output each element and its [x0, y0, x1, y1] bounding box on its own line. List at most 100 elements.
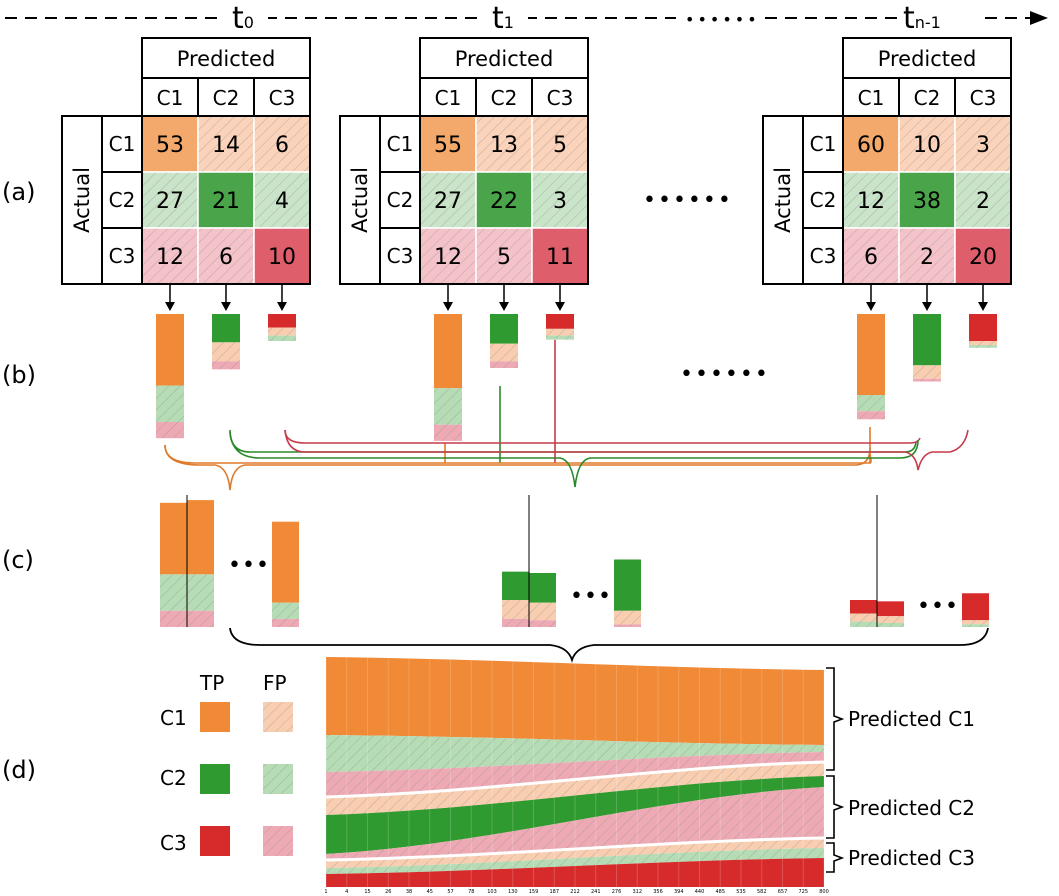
matrix-cell-value: 22	[490, 189, 518, 214]
matrix-cell-value: 12	[434, 245, 462, 270]
grouped-prediction-bars	[160, 495, 989, 627]
actual-class-label: C2	[810, 188, 837, 212]
group-label-predicted-c3: Predicted C3	[848, 846, 975, 870]
bar-segment-tp	[969, 314, 997, 341]
stream-x-tick: 241	[591, 889, 601, 895]
bar-segment-tp	[268, 314, 296, 328]
stream-x-tick: 130	[508, 889, 518, 895]
stream-x-tick: 535	[736, 889, 746, 895]
matrix-cell-value: 27	[434, 189, 462, 214]
actual-class-label: C1	[810, 132, 837, 156]
stream-x-tick: 394	[674, 889, 684, 895]
group-separator	[325, 760, 825, 799]
stream-x-tick: 78	[468, 889, 474, 895]
grouped-ellipsis-c1: •••	[228, 553, 270, 578]
timeline-arrowhead	[1030, 11, 1048, 25]
streamgraph-group-braces	[826, 667, 845, 873]
stream-x-tick: 312	[632, 889, 642, 895]
stream-x-tick: 1	[324, 889, 327, 895]
predicted-class-label: C1	[157, 86, 184, 110]
column-bar-c1	[857, 314, 885, 420]
bar-segment-tp	[434, 314, 462, 389]
group-label-predicted-c2: Predicted C2	[848, 796, 975, 820]
actual-class-label: C1	[387, 132, 414, 156]
matrix-cell-tp	[142, 116, 198, 172]
actual-header: Actual	[70, 167, 94, 233]
matrix-cell-tp	[899, 172, 955, 228]
bar-segment-tp	[614, 559, 641, 611]
group-label-predicted-c1: Predicted C1	[848, 707, 975, 731]
matrix-cell-value: 6	[275, 133, 289, 158]
brace-predicted-c3	[826, 842, 845, 873]
legend-tp-header: TP	[199, 671, 224, 695]
stream-x-tick: 212	[570, 889, 580, 895]
stream-x-tick: 582	[757, 889, 767, 895]
bar-segment-tp	[502, 571, 529, 600]
actual-class-label: C2	[387, 188, 414, 212]
predicted-class-label: C3	[269, 86, 296, 110]
actual-class-label: C3	[810, 244, 837, 268]
actual-class-label: C3	[109, 244, 136, 268]
predicted-header: Predicted	[878, 47, 977, 71]
actual-class-label: C2	[109, 188, 136, 212]
matrix-cell-tp	[254, 228, 310, 284]
predicted-class-label: C3	[547, 86, 574, 110]
matrix-cell-value: 13	[490, 133, 518, 158]
matrix-cell-value: 6	[219, 245, 233, 270]
stream-x-tick: 38	[406, 889, 412, 895]
grouped-ellipsis-c3: •••	[917, 594, 959, 619]
matrix-cell-value: 53	[156, 133, 184, 158]
legend-class-c2: C2	[160, 766, 187, 790]
legend-swatch-tp	[200, 702, 230, 732]
stream-x-tick: 26	[385, 889, 391, 895]
stream-x-tick: 440	[695, 889, 705, 895]
matrix-cell-value: 6	[864, 245, 878, 270]
timeline-label-t1: t1	[492, 1, 514, 36]
matrix-cell-value: 55	[434, 133, 462, 158]
legend-swatch-tp	[200, 826, 230, 856]
matrix-ellipsis: ••••••	[643, 188, 733, 213]
matrix-cell-value: 10	[268, 245, 296, 270]
grouped-ellipsis-c2: •••	[570, 584, 612, 609]
row-label-d: (d)	[2, 756, 36, 784]
group-separator	[325, 836, 825, 862]
brace-predicted-c2	[826, 775, 845, 839]
actual-header: Actual	[771, 167, 795, 233]
timeline-label-tn-1: tn-1	[903, 1, 941, 36]
bar-segment-tp	[962, 593, 989, 621]
column-bar-c2	[913, 314, 941, 382]
stream-x-tick: 15	[364, 889, 370, 895]
bars-ellipsis: ••••••	[680, 362, 770, 387]
timeline: t0 t1 •••••• tn-1	[5, 1, 1048, 36]
predicted-class-label: C2	[213, 86, 240, 110]
group-braces	[164, 429, 969, 491]
predicted-class-label: C1	[858, 86, 885, 110]
bar-connectors	[164, 340, 921, 464]
column-bar-c2	[490, 314, 518, 368]
stream-c1-tp	[326, 657, 824, 745]
bar-segment-tp	[212, 314, 240, 343]
actual-header: Actual	[348, 167, 372, 233]
legend-class-c3: C3	[160, 831, 187, 855]
stream-x-tick: 57	[447, 889, 453, 895]
matrix-cell-tp	[420, 116, 476, 172]
confusion-matrix-t1: Predicted C1 C2 C3 Actual C1 C2 C3 55 13 5 27 22 3 12 5…	[339, 37, 589, 311]
legend-class-c1: C1	[160, 706, 187, 730]
timeline-label-t0: t0	[232, 1, 254, 36]
confusion-matrix-t0: Predicted C1 C2 C3 Actual C1 C2 C3 53 14 6 27 21 4 12 6…	[61, 37, 311, 311]
bar-segment-tp	[187, 500, 214, 575]
matrix-cell-value: 5	[497, 245, 511, 270]
matrix-cell-tp	[843, 116, 899, 172]
matrix-cell-value: 2	[976, 189, 990, 214]
predicted-class-label: C1	[435, 86, 462, 110]
matrix-cell-value: 60	[857, 133, 885, 158]
column-bar-c3	[546, 314, 574, 340]
bar-segment-tp	[877, 601, 904, 617]
streamgraph-brace	[229, 627, 989, 664]
row-label-c: (c)	[2, 546, 34, 574]
bar-segment-tp	[850, 600, 877, 614]
row-label-b: (b)	[2, 361, 36, 389]
grouped-bars-c1	[160, 495, 299, 627]
